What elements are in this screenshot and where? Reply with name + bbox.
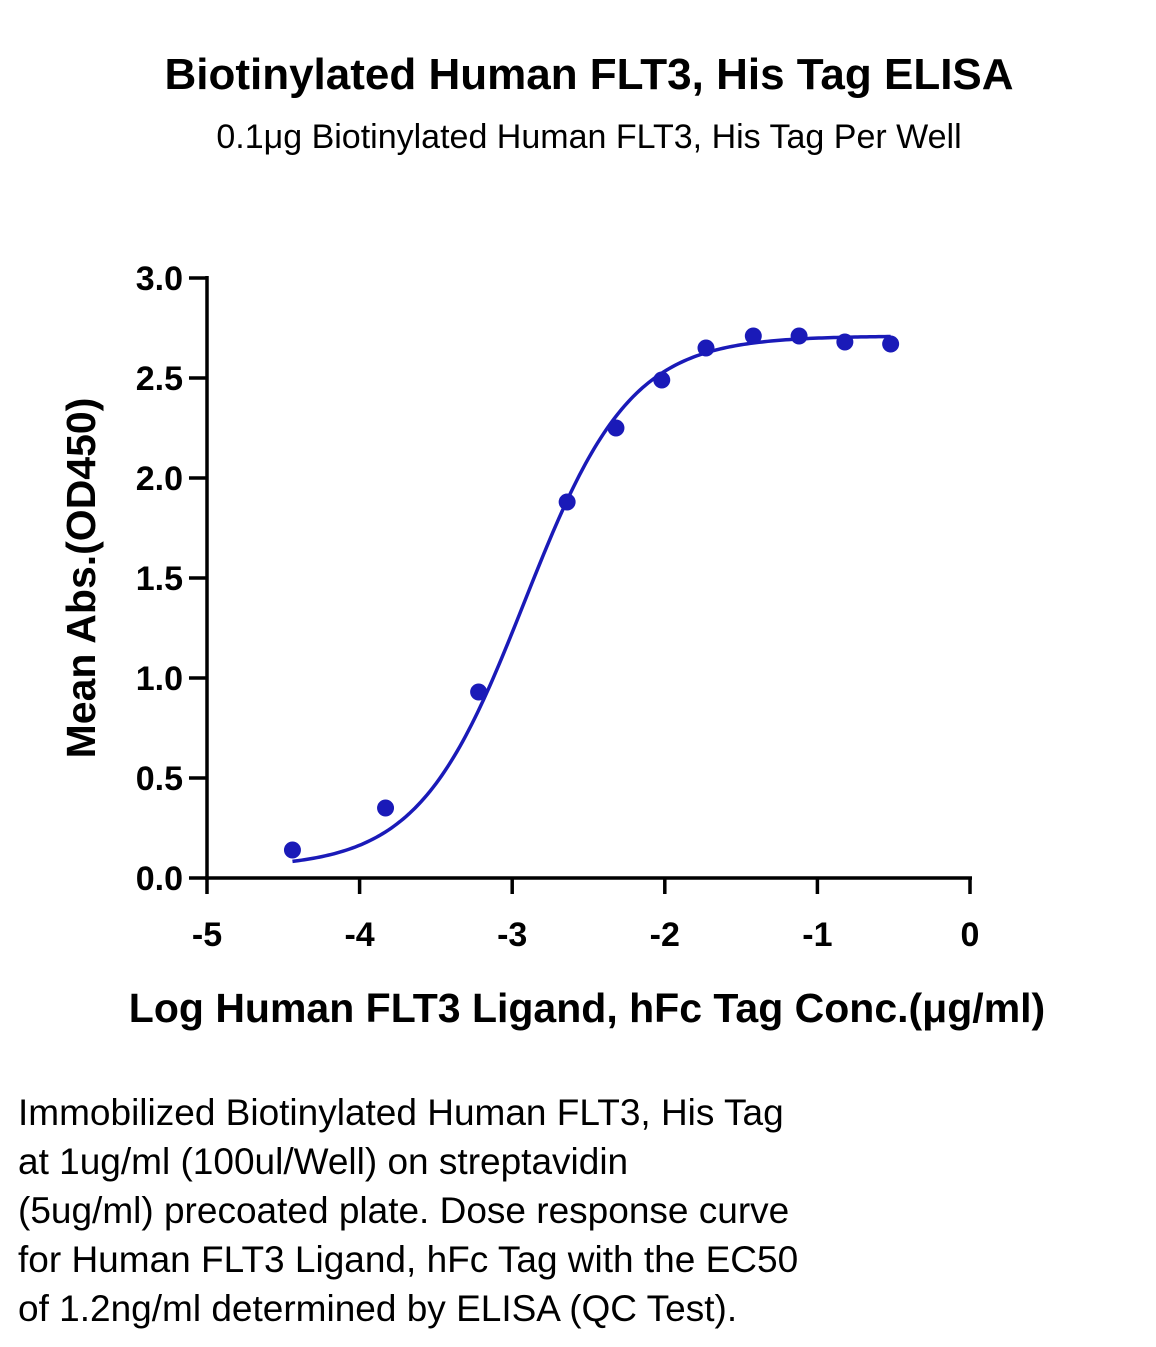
data-point xyxy=(283,841,301,859)
caption-line: Immobilized Biotinylated Human FLT3, His… xyxy=(18,1092,784,1133)
y-tick-label: 2.0 xyxy=(136,460,183,498)
data-point xyxy=(607,419,625,437)
y-tick-label: 2.5 xyxy=(136,360,183,398)
chart-subtitle: 0.1μg Biotinylated Human FLT3, His Tag P… xyxy=(216,118,962,156)
y-tick-label: 3.0 xyxy=(136,260,183,298)
caption-line: for Human FLT3 Ligand, hFc Tag with the … xyxy=(18,1239,799,1280)
y-tick-label: 0.0 xyxy=(136,860,183,898)
data-point xyxy=(744,327,762,345)
x-tick-label: -4 xyxy=(344,916,374,954)
x-tick-label: -3 xyxy=(497,916,527,954)
data-point xyxy=(470,683,488,701)
x-tick-label: -5 xyxy=(192,916,222,954)
data-point xyxy=(558,493,576,511)
y-tick-label: 1.5 xyxy=(136,560,183,598)
figure-caption: Immobilized Biotinylated Human FLT3, His… xyxy=(18,1088,1018,1333)
caption-line: at 1ug/ml (100ul/Well) on streptavidin xyxy=(18,1141,629,1182)
data-points xyxy=(283,327,900,859)
y-axis-label: Mean Abs.(OD450) xyxy=(58,398,104,759)
data-point xyxy=(790,327,808,345)
x-tick-label: 0 xyxy=(961,916,980,954)
chart-plot: 0.0 0.5 1.0 1.5 2.0 2.5 3.0 -5 -4 -3 -2 -1 0 Log Hum… xyxy=(58,260,1045,1031)
data-point xyxy=(882,335,900,353)
data-point xyxy=(836,333,854,351)
y-tick-label: 0.5 xyxy=(136,760,183,798)
data-point xyxy=(377,799,395,817)
x-tick-label: -1 xyxy=(802,916,832,954)
chart-title: Biotinylated Human FLT3, His Tag ELISA xyxy=(164,50,1014,99)
x-tick-label: -2 xyxy=(650,916,680,954)
chart-axes: 0.0 0.5 1.0 1.5 2.0 2.5 3.0 -5 -4 -3 -2 -1 0 xyxy=(136,260,980,954)
fit-curve xyxy=(292,334,891,864)
caption-line: of 1.2ng/ml determined by ELISA (QC Test… xyxy=(18,1288,738,1329)
data-point xyxy=(653,371,671,389)
y-tick-label: 1.0 xyxy=(136,660,183,698)
x-axis-label: Log Human FLT3 Ligand, hFc Tag Conc.(μg/… xyxy=(129,985,1045,1031)
data-point xyxy=(697,339,715,357)
caption-line: (5ug/ml) precoated plate. Dose response … xyxy=(18,1190,790,1231)
